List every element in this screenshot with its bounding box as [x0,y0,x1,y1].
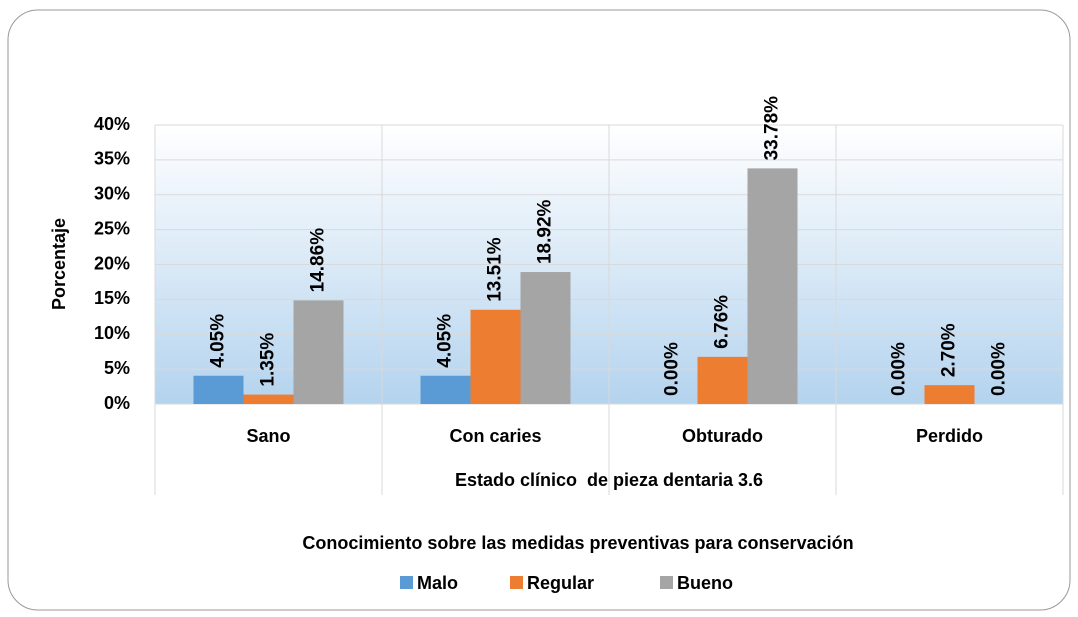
y-tick-label: 15% [94,288,130,308]
y-tick-label: 10% [94,323,130,343]
x-tick-label: Perdido [916,426,983,446]
data-label: 4.05% [435,314,456,368]
bar [747,168,798,404]
y-tick-label: 25% [94,218,130,238]
legend-title: Conocimiento sobre las medidas preventiv… [302,533,853,553]
bar [924,385,975,404]
legend-label: Bueno [677,573,733,593]
data-label: 6.76% [712,295,733,349]
data-label: 14.86% [308,228,329,293]
y-tick-label: 5% [104,358,130,378]
bar [470,309,521,404]
x-tick-label: Obturado [682,426,763,446]
data-label: 4.05% [208,314,229,368]
y-tick-label: 35% [94,149,130,169]
y-tick-label: 40% [94,114,130,134]
data-label: 18.92% [535,199,556,264]
y-tick-label: 0% [104,393,130,413]
legend-swatch [400,576,413,589]
data-label: 33.78% [762,96,783,161]
data-label: 13.51% [485,237,506,302]
data-label: 0.00% [889,342,910,396]
legend-swatch [660,576,673,589]
bar [193,375,244,404]
data-label: 2.70% [939,323,960,377]
y-tick-label: 30% [94,184,130,204]
bar [243,394,294,404]
bar [293,300,344,404]
legend-label: Regular [527,573,594,593]
data-label: 0.00% [662,342,683,396]
y-tick-label: 20% [94,253,130,273]
legend-swatch [510,576,523,589]
bar [697,356,748,404]
y-axis-title: Porcentaje [49,218,69,310]
data-label: 1.35% [258,333,279,387]
legend-label: Malo [417,573,458,593]
data-label: 0.00% [989,342,1010,396]
x-tick-label: Sano [246,426,290,446]
bar [520,272,571,404]
bar [420,375,471,404]
x-tick-label: Con caries [449,426,541,446]
